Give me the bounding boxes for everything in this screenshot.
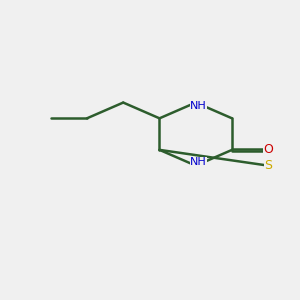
Text: O: O xyxy=(263,143,273,156)
Text: S: S xyxy=(264,159,272,172)
Text: NH: NH xyxy=(190,157,207,167)
Text: NH: NH xyxy=(190,101,207,111)
